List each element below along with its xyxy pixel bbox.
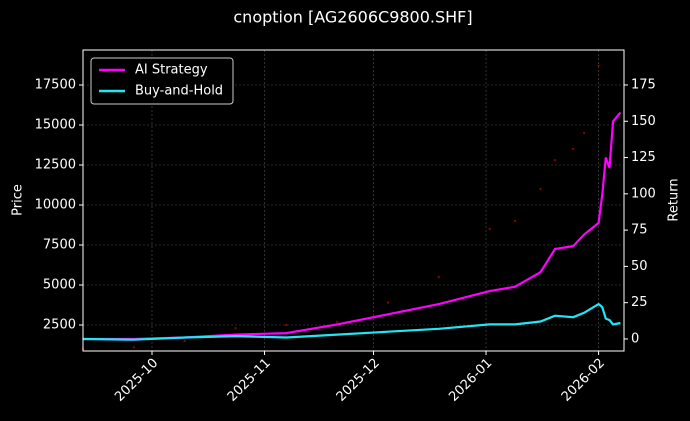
y2-tick-label: 75 (631, 223, 648, 238)
plot-frame (82, 49, 625, 352)
price-dot (234, 326, 237, 330)
legend-box (90, 57, 234, 105)
x-tick-label: 2025-10 (112, 356, 161, 405)
chart-title: cnoption [AG2606C9800.SHF] (233, 8, 472, 27)
y2-tick-label: 100 (631, 186, 656, 201)
price-dot (183, 339, 186, 343)
price-dot (386, 301, 390, 304)
price-dot (437, 275, 441, 279)
price-dot (571, 147, 575, 151)
price-dot (597, 64, 600, 67)
x-tick-label: 2026-01 (446, 356, 495, 405)
x-tick-label: 2025-12 (334, 356, 383, 405)
price-dot (132, 346, 136, 349)
y-tick-label: 12500 (35, 157, 76, 172)
y2-tick-label: 125 (631, 150, 656, 165)
series-line (82, 302, 621, 341)
legend-label: AI Strategy (135, 63, 208, 78)
price-dot (553, 158, 557, 162)
y-tick-label: 17500 (35, 77, 76, 92)
series-line (83, 111, 622, 341)
price-dot (285, 323, 288, 327)
price-dot (539, 187, 542, 191)
y-axis-label: Price (11, 184, 26, 216)
legend-label: Buy-and-Hold (135, 84, 223, 99)
y-tick-label: 7500 (43, 237, 76, 252)
price-dot (335, 320, 339, 323)
y-tick-label: 15000 (35, 117, 76, 132)
y2-tick-label: 175 (631, 77, 656, 92)
y-tick-label: 2500 (43, 317, 76, 332)
y2-tick-label: 0 (631, 331, 639, 346)
y2-tick-label: 150 (631, 114, 656, 129)
x-tick-label: 2025-11 (225, 356, 274, 405)
y2-axis-label: Return (667, 178, 682, 221)
y-tick-label: 5000 (43, 277, 76, 292)
y-tick-label: 10000 (35, 197, 76, 212)
y2-tick-label: 25 (631, 295, 648, 310)
x-tick-label: 2026-02 (559, 356, 608, 405)
price-dot (513, 219, 517, 223)
price-dot (582, 131, 586, 135)
y2-tick-label: 50 (631, 259, 648, 274)
legend: AI Strategy Buy-and-Hold (90, 57, 234, 105)
price-dot (488, 227, 491, 231)
